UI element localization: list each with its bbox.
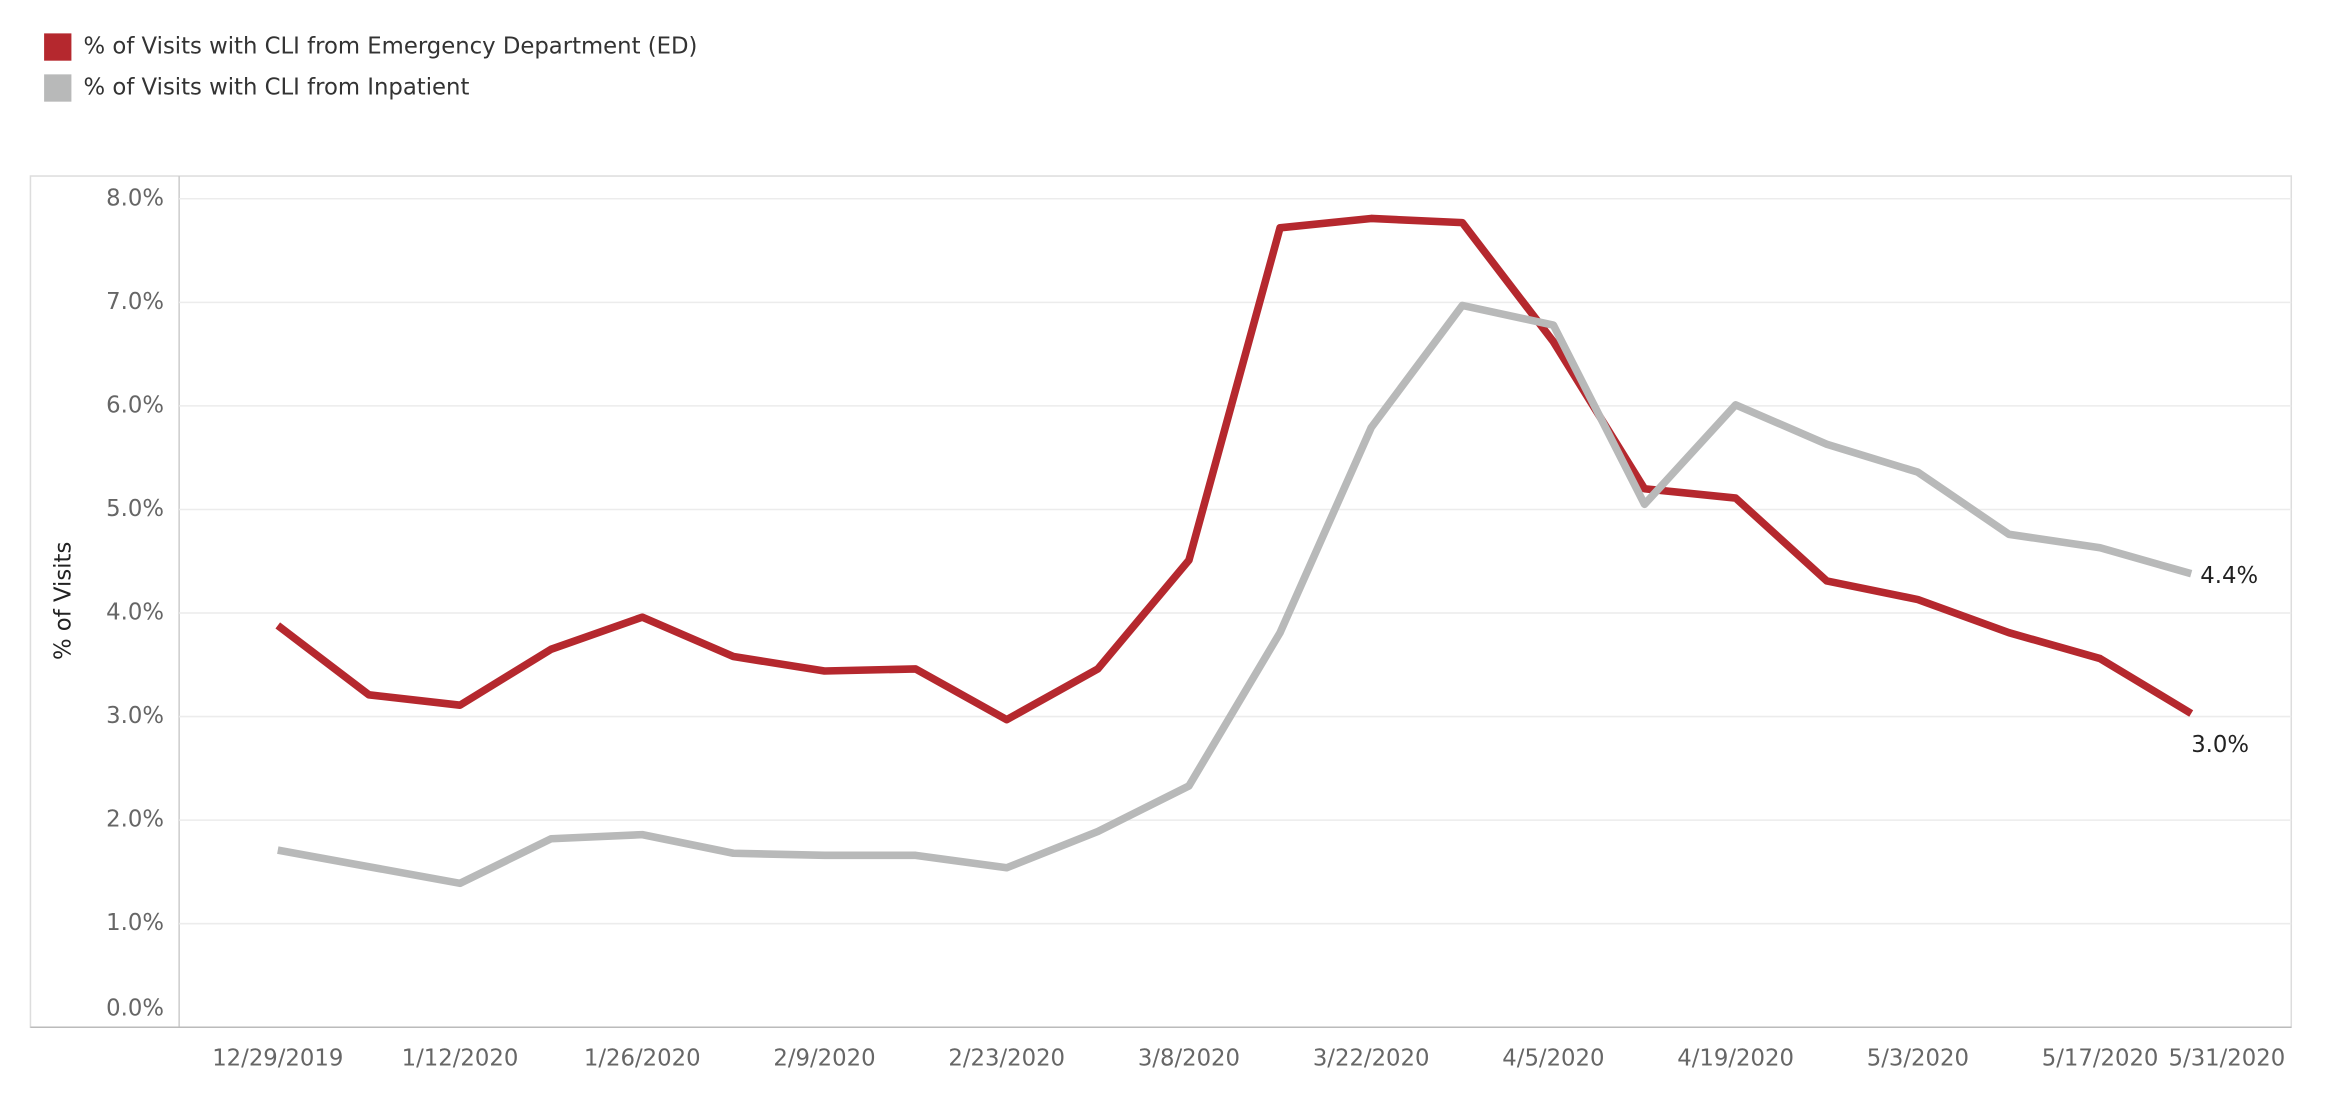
- x-tick-label: 5/31/2020: [2169, 1046, 2286, 1072]
- y-tick-label: 5.0%: [106, 496, 164, 522]
- x-tick-label: 1/26/2020: [584, 1046, 701, 1072]
- value-label: 4.4%: [2200, 563, 2258, 589]
- value-label: 3.0%: [2191, 732, 2249, 758]
- x-tick-label: 3/22/2020: [1313, 1046, 1430, 1072]
- y-tick-label: 1.0%: [106, 910, 164, 936]
- x-tick-label: 12/29/2019: [212, 1046, 343, 1072]
- legend-label: % of Visits with CLI from Inpatient: [84, 75, 470, 101]
- legend-label: % of Visits with CLI from Emergency Depa…: [84, 34, 698, 60]
- y-tick-label: 4.0%: [106, 600, 164, 626]
- y-tick-label: 8.0%: [106, 185, 164, 211]
- series-line: [275, 214, 2194, 724]
- y-tick-label: 3.0%: [106, 703, 164, 729]
- y-tick-label: 2.0%: [106, 807, 164, 833]
- x-tick-label: 1/12/2020: [402, 1046, 519, 1072]
- y-tick-label: 7.0%: [106, 289, 164, 315]
- x-tick-label: 4/5/2020: [1502, 1046, 1604, 1072]
- plot-frame: [29, 175, 2293, 1028]
- x-tick-label: 5/3/2020: [1867, 1046, 1969, 1072]
- y-tick-label: 0.0%: [106, 996, 164, 1022]
- x-tick-label: 2/9/2020: [773, 1046, 875, 1072]
- y-axis-title: % of Visits: [50, 542, 76, 660]
- y-tick-label: 6.0%: [106, 392, 164, 418]
- series-line: [277, 301, 2193, 888]
- x-tick-label: 5/17/2020: [2042, 1046, 2159, 1072]
- x-tick-label: 4/19/2020: [1677, 1046, 1794, 1072]
- legend-swatch: [44, 33, 72, 61]
- x-tick-label: 2/23/2020: [948, 1046, 1065, 1072]
- x-tick-label: 3/8/2020: [1138, 1046, 1240, 1072]
- legend-swatch: [44, 74, 72, 102]
